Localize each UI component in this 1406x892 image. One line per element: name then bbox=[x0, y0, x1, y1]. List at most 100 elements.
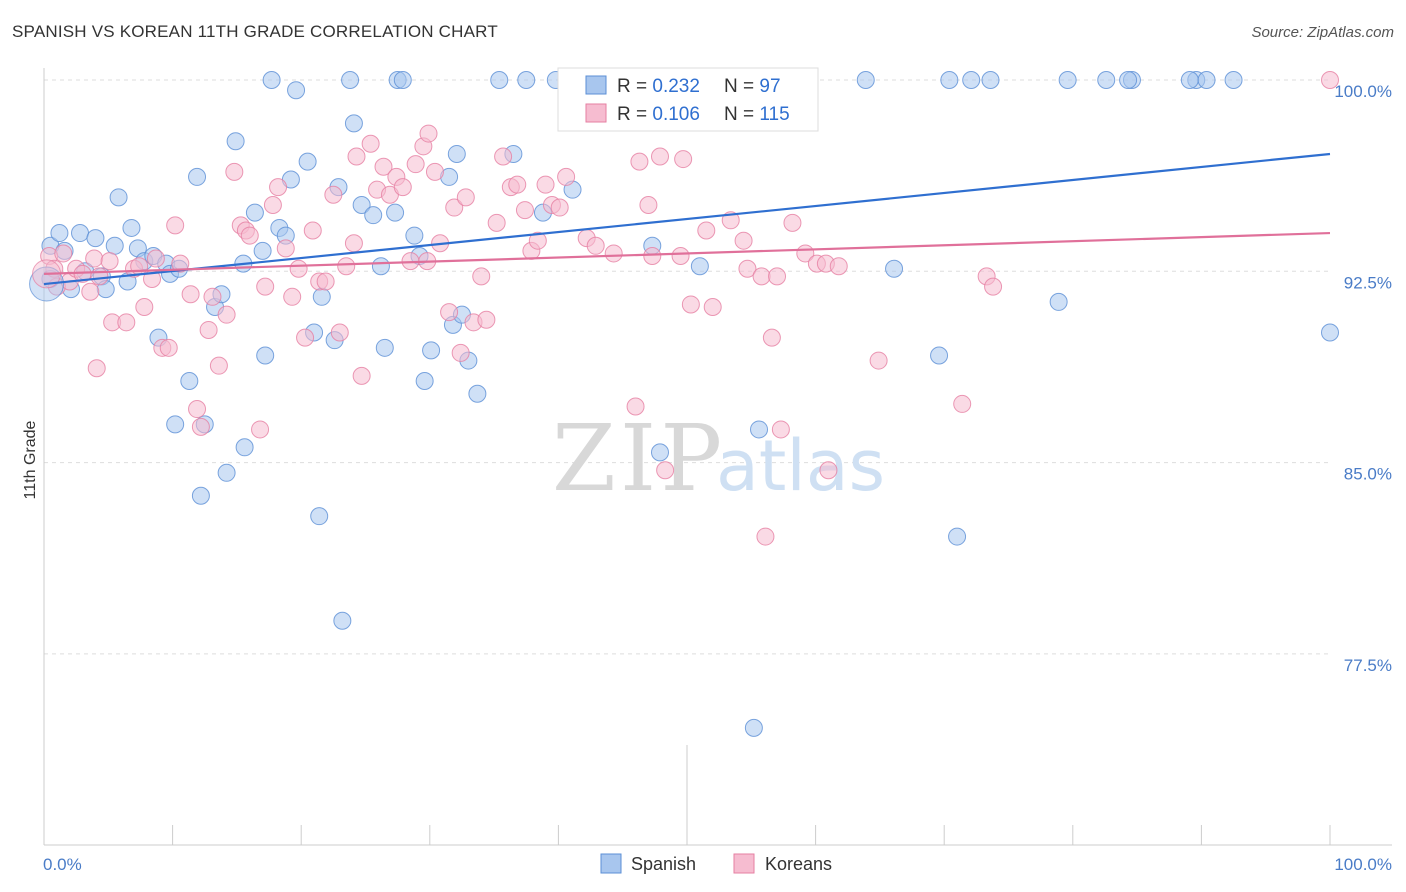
point-spanish-10 bbox=[105, 236, 124, 255]
x-tick-label-0: 0.0% bbox=[43, 855, 82, 874]
point-spanish-58 bbox=[415, 371, 434, 390]
point-spanish-81 bbox=[885, 259, 904, 278]
point-spanish-56 bbox=[405, 226, 424, 245]
point-spanish-84 bbox=[948, 527, 967, 546]
legend-swatch-koreans bbox=[733, 853, 755, 874]
y-tick-labels: 100.0% 92.5% 85.0% 77.5% bbox=[1334, 82, 1392, 675]
svg-text:R = 0.232: R = 0.232 bbox=[617, 76, 700, 97]
chart-source: Source: ZipAtlas.com bbox=[1251, 24, 1394, 41]
point-koreans-22 bbox=[171, 254, 190, 273]
point-koreans-109 bbox=[953, 394, 972, 413]
x-tick-labels: 0.0% 100.0% bbox=[43, 855, 1392, 874]
point-koreans-3 bbox=[54, 244, 73, 263]
watermark-atlas: atlas bbox=[716, 425, 885, 507]
point-koreans-92 bbox=[681, 295, 700, 314]
point-koreans-9 bbox=[90, 267, 109, 286]
point-spanish-85 bbox=[962, 71, 981, 89]
point-koreans-71 bbox=[494, 147, 513, 166]
point-spanish-28 bbox=[217, 463, 236, 482]
point-spanish-50 bbox=[364, 206, 383, 225]
y-tick-label-2: 85.0% bbox=[1344, 465, 1392, 484]
point-spanish-35 bbox=[262, 71, 281, 89]
point-spanish-53 bbox=[386, 203, 405, 222]
point-spanish-87 bbox=[1049, 292, 1068, 311]
point-koreans-99 bbox=[768, 267, 787, 286]
point-koreans-83 bbox=[604, 244, 623, 263]
point-koreans-80 bbox=[557, 167, 576, 186]
stats-n-value-koreans: 115 bbox=[759, 104, 789, 125]
point-koreans-66 bbox=[456, 188, 475, 207]
point-spanish-79 bbox=[744, 718, 763, 737]
point-koreans-106 bbox=[756, 527, 775, 546]
point-koreans-45 bbox=[324, 185, 343, 204]
stats-n-label-spanish: N = bbox=[724, 76, 759, 97]
point-spanish-95 bbox=[1224, 71, 1243, 89]
point-koreans-76 bbox=[528, 231, 547, 250]
point-koreans-63 bbox=[440, 303, 459, 322]
point-koreans-53 bbox=[374, 157, 393, 176]
point-koreans-64 bbox=[445, 198, 464, 217]
svg-text:N = 115: N = 115 bbox=[724, 104, 790, 125]
trend-line-koreans bbox=[43, 231, 1331, 275]
point-koreans-113 bbox=[762, 328, 781, 347]
stats-legend: R = 0.232 N = 97 R = 0.106 N = 115 bbox=[557, 67, 819, 132]
point-spanish-46 bbox=[333, 611, 352, 630]
point-koreans-24 bbox=[188, 400, 207, 419]
point-spanish-33 bbox=[253, 241, 272, 260]
point-koreans-85 bbox=[630, 152, 649, 171]
point-spanish-34 bbox=[256, 346, 275, 365]
point-koreans-100 bbox=[783, 213, 802, 232]
point-koreans-21 bbox=[166, 216, 185, 235]
point-spanish-49 bbox=[352, 195, 371, 214]
point-koreans-18 bbox=[146, 249, 165, 268]
point-spanish-21 bbox=[166, 415, 185, 434]
point-koreans-112 bbox=[1321, 71, 1339, 89]
trend-line-spanish bbox=[43, 152, 1331, 286]
stats-r-label-spanish: R = bbox=[617, 76, 652, 97]
point-spanish-93 bbox=[1180, 71, 1199, 89]
point-spanish-94 bbox=[1197, 71, 1216, 89]
point-koreans-28 bbox=[209, 356, 228, 375]
watermark: ZIP atlas bbox=[552, 405, 885, 512]
point-koreans-61 bbox=[425, 162, 444, 181]
stats-n-label-koreans: N = bbox=[724, 104, 759, 125]
point-koreans-40 bbox=[289, 259, 308, 278]
point-koreans-16 bbox=[135, 298, 154, 317]
point-koreans-94 bbox=[703, 298, 722, 317]
point-koreans-42 bbox=[303, 221, 322, 240]
point-koreans-90 bbox=[671, 246, 690, 265]
point-spanish-55 bbox=[393, 71, 412, 89]
point-koreans-84 bbox=[626, 397, 645, 416]
point-spanish-25 bbox=[191, 486, 210, 505]
point-spanish-5 bbox=[71, 224, 90, 243]
stats-legend-swatch-koreans bbox=[585, 103, 607, 123]
x-tick-label-1: 100.0% bbox=[1334, 855, 1392, 874]
point-koreans-8 bbox=[85, 249, 104, 268]
stats-n-value-spanish: 97 bbox=[759, 76, 780, 97]
point-spanish-48 bbox=[344, 114, 363, 133]
point-spanish-31 bbox=[235, 438, 254, 457]
point-koreans-79 bbox=[550, 198, 569, 217]
point-koreans-23 bbox=[181, 285, 200, 304]
legend-swatch-spanish bbox=[600, 853, 622, 874]
point-spanish-65 bbox=[468, 384, 487, 403]
point-koreans-69 bbox=[477, 310, 496, 329]
point-koreans-105 bbox=[829, 257, 848, 276]
svg-text:R = 0.106: R = 0.106 bbox=[617, 104, 700, 125]
point-koreans-77 bbox=[536, 175, 555, 194]
point-spanish-22 bbox=[180, 371, 199, 390]
point-spanish-39 bbox=[287, 81, 306, 100]
point-spanish-78 bbox=[750, 420, 769, 439]
point-spanish-2 bbox=[50, 224, 69, 243]
point-spanish-40 bbox=[298, 152, 317, 171]
stats-legend-swatch-spanish bbox=[585, 75, 607, 95]
point-koreans-30 bbox=[225, 162, 244, 181]
point-koreans-98 bbox=[752, 267, 771, 286]
point-koreans-68 bbox=[472, 267, 491, 286]
point-koreans-86 bbox=[639, 195, 658, 214]
point-koreans-73 bbox=[508, 175, 527, 194]
point-koreans-37 bbox=[269, 178, 288, 197]
point-spanish-82 bbox=[930, 346, 949, 365]
point-koreans-20 bbox=[159, 338, 178, 357]
point-spanish-23 bbox=[188, 167, 207, 186]
